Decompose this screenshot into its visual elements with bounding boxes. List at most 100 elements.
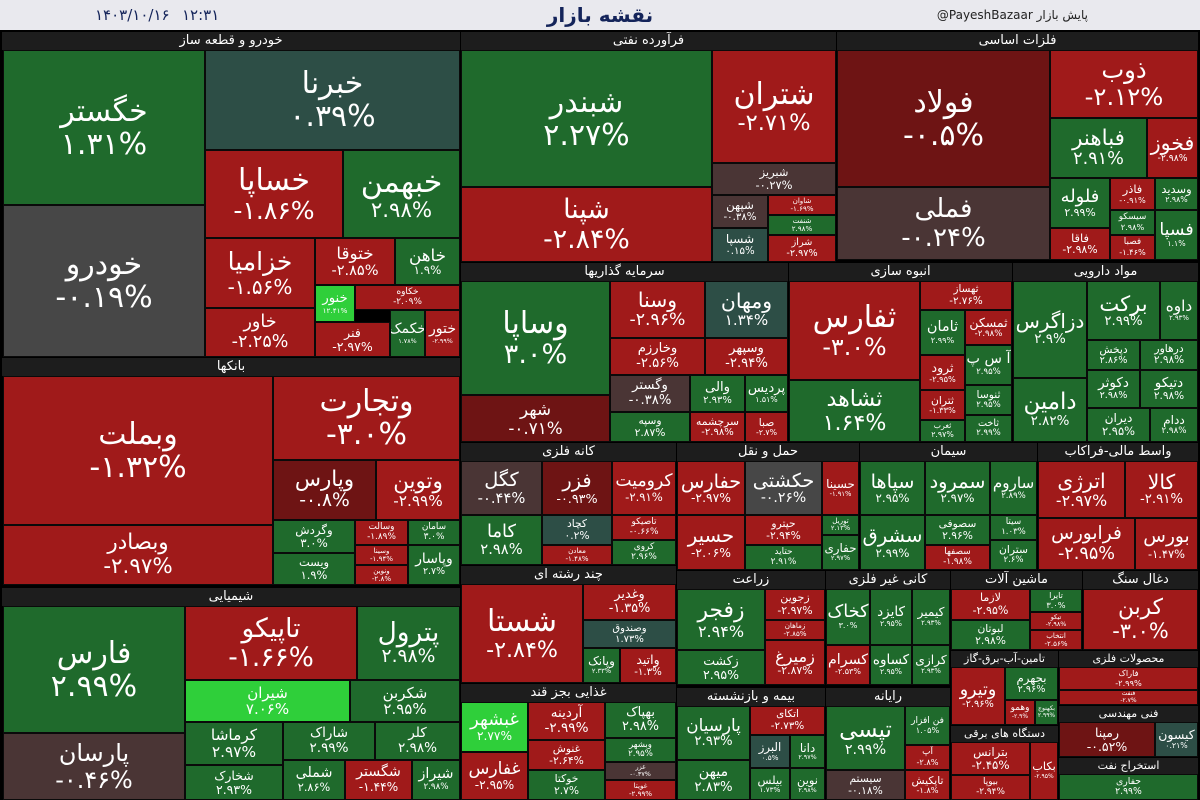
tile-symbol: خودرو: [65, 247, 143, 282]
tile-symbol: ثامان: [926, 319, 959, 336]
tile: پارسان -۰.۴۶%: [3, 733, 185, 800]
tile-symbol: حکشتی: [752, 468, 815, 492]
tile: شملی ۲.۸۶%: [283, 760, 345, 800]
tile-symbol: سصوفی: [938, 517, 977, 531]
tile-change: ۲.۹۸%: [1153, 389, 1185, 402]
tile-change: ۲.۹۵%: [628, 749, 653, 759]
tile-symbol: ختور: [428, 321, 457, 338]
tile: کربن -۳.۰%: [1083, 589, 1198, 650]
tile-change: -۱.۹۱%: [829, 489, 852, 498]
tile-change: -۲.۹۹%: [628, 789, 653, 798]
tile-symbol: ستران: [999, 543, 1028, 557]
tile-symbol: زماهان: [784, 621, 806, 631]
tile-change: ۲.۹۹%: [309, 740, 349, 756]
tile-change: ۲.۹۸%: [1120, 221, 1145, 232]
tile-symbol: حتاید: [774, 546, 793, 557]
tile-symbol: حفاری: [824, 541, 857, 556]
tile: خودرو -۰.۱۹%: [3, 205, 205, 357]
tile-symbol: وساپا: [502, 305, 569, 341]
tile: شراز -۲.۹۷%: [768, 235, 836, 262]
tile-change: ۰.۲۱%: [1165, 741, 1188, 751]
tile-change: -۱.۸۹%: [367, 531, 396, 542]
tile: وبشهر ۲.۹۵%: [605, 738, 676, 762]
page-title: نقشه بازار: [546, 3, 654, 27]
tile: تیکو -۲.۹۸%: [1030, 612, 1082, 630]
tile-symbol: سیتا: [1005, 516, 1022, 527]
tile: شبریز -۰.۲۷%: [712, 163, 836, 195]
tile-symbol: پترول: [377, 617, 440, 649]
tile-symbol: وپانک: [588, 654, 615, 669]
tile-change: ۲.۹۸%: [1153, 354, 1185, 367]
tile: وصندوق ۱.۷۳%: [583, 620, 676, 648]
tile-symbol: لبوتان: [977, 622, 1004, 636]
tile: بیلس ۱.۷۳%: [750, 768, 790, 800]
tile: تاصیکو -۰.۶۶%: [612, 515, 676, 540]
tile-symbol: وبشهر: [629, 739, 652, 750]
tile-symbol: فارس: [56, 635, 132, 671]
sector: تامین-آب-برق-گاز: [951, 651, 1058, 725]
tile: زماهان -۲.۸۵%: [765, 620, 825, 640]
tile-change: ۲.۹۵%: [976, 400, 1001, 411]
tile-change: ۱.۶۴%: [822, 410, 887, 436]
sector-title: فلزات اساسی: [837, 32, 1198, 50]
sector: خودرو و قطعه ساز: [2, 32, 460, 357]
tile-change: -۲.۸۵%: [331, 262, 379, 279]
tile-symbol: وبملت: [98, 416, 178, 452]
tile-change: ۲.۹۸%: [791, 224, 813, 233]
tile-change: -۲.۷%: [1120, 696, 1137, 704]
tile-symbol: فنفت: [1121, 690, 1136, 697]
tile: ثهساز -۲.۷۶%: [920, 281, 1012, 310]
tile: دامین ۲.۸۲%: [1013, 378, 1087, 442]
tile-change: ۱.۳۱%: [60, 126, 148, 162]
tile-change: ۲.۹۹%: [1115, 786, 1142, 797]
tile-symbol: کساوه: [872, 652, 910, 669]
tile-symbol: شیران: [247, 683, 288, 702]
tile-change: -۰.۹۱%: [1119, 194, 1146, 205]
tile-symbol: دکوثر: [1098, 375, 1129, 392]
sector: کانه فلزی: [461, 443, 676, 565]
sector-title: خودرو و قطعه ساز: [2, 32, 460, 50]
tile: برکت ۲.۹۹%: [1087, 281, 1160, 340]
tile-change: -۲.۶۴%: [549, 754, 584, 767]
tile-change: ۲.۸۶%: [297, 780, 331, 794]
tile: وتجارت -۳.۰%: [273, 376, 460, 460]
tile-symbol: شملی: [295, 764, 333, 781]
tile: فصبا -۱.۴۶%: [1110, 235, 1155, 260]
tile: پردیس ۱.۵۱%: [745, 375, 788, 412]
tile: ومهان ۱.۳۴%: [705, 281, 788, 338]
tile: حکشتی -۰.۲۶%: [745, 461, 822, 515]
tile-symbol: حسیر: [687, 523, 735, 547]
tile-symbol: حفاری: [1116, 775, 1141, 787]
tile: فولاد -۰.۵%: [837, 50, 1050, 187]
tile: دپخش ۲.۸۶%: [1087, 340, 1140, 370]
tile-change: ۲.۹۷%: [211, 742, 257, 761]
tile: کالا -۲.۹۱%: [1125, 461, 1198, 518]
tile-symbol: کیمیر: [917, 605, 945, 620]
tile-symbol: کروی: [633, 541, 655, 552]
tile-change: ۲.۲۷%: [543, 117, 630, 153]
tile: فملی -۰.۲۴%: [837, 187, 1050, 260]
tile-symbol: سشرق: [862, 524, 923, 548]
tile: کچاد ۰.۲%: [542, 515, 612, 545]
tile: زفجر ۲.۹۴%: [677, 589, 765, 650]
tile-change: ۲.۹۵%: [1102, 424, 1135, 439]
tile-symbol: توریل: [832, 516, 849, 526]
sector: انبوه سازی: [789, 263, 1012, 442]
tile-change: ۲.۹۹%: [930, 334, 955, 345]
sector: رایانه: [826, 688, 950, 800]
tile-symbol: وسالت: [368, 521, 395, 532]
tile-symbol: ومهان: [720, 289, 773, 313]
tile-change: -۲.۹۹%: [544, 720, 589, 736]
tile-change: -۲.۱۲%: [1084, 82, 1164, 111]
tile-symbol: خبهمن: [360, 164, 443, 200]
tile-change: -۱.۴۴%: [358, 780, 399, 795]
tile: سصفها -۱.۹۸%: [925, 545, 990, 570]
tile-symbol: لازما: [980, 591, 1001, 605]
tile-change: -۲.۹۵%: [1034, 772, 1054, 780]
tile-change: -۱.۸%: [916, 785, 939, 796]
sector-title: رایانه: [826, 688, 950, 706]
tile-change: -۰.۳۸%: [628, 392, 672, 408]
tile: سشرق ۲.۹۹%: [860, 515, 925, 570]
tile: تپسی ۲.۹۹%: [826, 706, 905, 770]
